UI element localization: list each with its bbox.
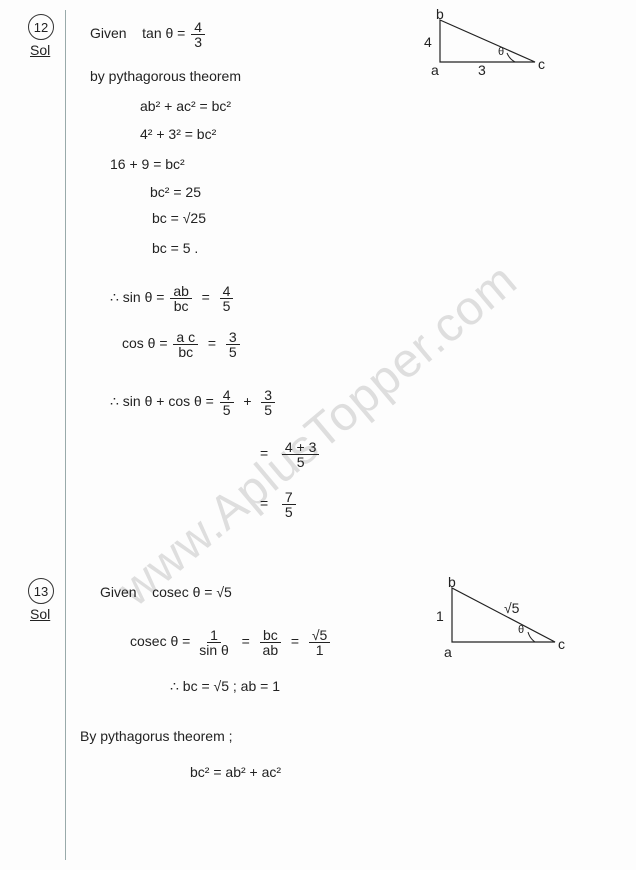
therefore-line: ∴ bc = √5 ; ab = 1 [170,678,280,695]
tri12-c: c [538,56,545,72]
tri12-theta: θ [498,46,504,58]
given-line-13: Given cosec θ = √5 [100,584,232,600]
tri12-side-ac: 3 [478,62,486,78]
eq4: bc² = 25 [150,184,201,200]
eq5: bc = √25 [152,210,206,226]
plus-sign: + [243,393,251,409]
final-frac: 7 5 [282,490,296,519]
eq-sign-3: = [242,633,250,649]
margin-line [65,10,66,860]
cosec-f2: bc ab [260,628,282,657]
sin-frac: ab bc [170,284,192,313]
cos-num: a c [173,330,198,345]
tri13-side-ab: 1 [436,608,444,624]
solution-label-13: Sol [30,606,50,622]
f2-num: bc [260,628,281,643]
sum2-den: 5 [261,403,275,417]
final-num: 7 [282,490,296,505]
sum1-frac: 4 5 [220,388,234,417]
cos-den: bc [175,345,196,359]
f3-num: √5 [309,628,330,643]
combined-den: 5 [294,455,308,469]
sin-num: ab [170,284,192,299]
eq6: bc = 5 . [152,240,198,256]
eq-sign-1: = [260,445,268,461]
eq-sign-2: = [260,495,268,511]
sum-lhs: ∴ sin θ + cos θ = [110,393,214,409]
cos-frac: a c bc [173,330,198,359]
tri13-b: b [448,574,456,590]
cosec-f1: 1 sin θ [196,628,232,657]
question-number-12: 12 [28,14,54,40]
final-den: 5 [282,505,296,519]
final-line: = 7 5 [260,490,298,519]
cosec-f3: √5 1 [309,628,330,657]
combined-num: 4 + 3 [282,440,320,455]
cos-val-den: 5 [226,345,240,359]
sum1-den: 5 [220,403,234,417]
triangle-13-svg [440,580,570,655]
cosec-expand: cosec θ = 1 sin θ = bc ab = √5 1 [130,628,332,657]
triangle-12: b a c 4 3 θ [430,12,550,77]
sin-den: bc [171,299,192,313]
eq2: 4² + 3² = bc² [140,126,216,142]
sum2-num: 3 [261,388,275,403]
combined-frac: 4 + 3 5 [282,440,320,469]
given-label-13: Given [100,584,137,600]
f3-den: 1 [313,643,327,657]
tan-eq: tan θ = [142,25,185,41]
sin-val-num: 4 [220,284,234,299]
sum1-num: 4 [220,388,234,403]
combined-line: = 4 + 3 5 [260,440,321,469]
eq-sign-4: = [291,633,299,649]
tri13-theta: θ [518,624,524,636]
tri12-side-ab: 4 [424,34,432,50]
cos-lhs: cos θ = [122,335,168,351]
by-pyth-13: By pythagorus theorem ; [80,728,233,744]
sin-val-den: 5 [220,299,234,313]
tri13-a: a [444,644,452,660]
tan-fraction: 4 3 [191,20,205,49]
eq3: 16 + 9 = bc² [110,156,185,172]
triangle-12-svg [430,12,550,72]
sum-line: ∴ sin θ + cos θ = 4 5 + 3 5 [110,388,277,417]
cos-val-frac: 3 5 [226,330,240,359]
pyth-eq-13: bc² = ab² + ac² [190,764,281,780]
f2-den: ab [260,643,282,657]
question-number-13: 13 [28,578,54,604]
cosec-eq: cosec θ = √5 [152,584,232,600]
given-label: Given [90,25,127,41]
f1-den: sin θ [196,643,232,657]
given-line-12: Given tan θ = 4 3 [90,20,207,49]
sin-lhs: ∴ sin θ = [110,289,164,305]
cos-val-num: 3 [226,330,240,345]
sum2-frac: 3 5 [261,388,275,417]
tan-den: 3 [191,35,205,49]
solution-label-12: Sol [30,42,50,58]
page: www.AplusTopper.com 12 Sol Given tan θ =… [0,0,636,870]
tri13-c: c [558,636,565,652]
triangle-13: b a c 1 √5 θ [440,580,570,660]
tri12-b: b [436,6,444,22]
eq1: ab² + ac² = bc² [140,98,231,114]
tri13-side-bc: √5 [504,600,519,616]
sin-line: ∴ sin θ = ab bc = 4 5 [110,284,235,313]
cos-line: cos θ = a c bc = 3 5 [122,330,242,359]
tri12-a: a [431,62,439,78]
by-pyth-12: by pythagorous theorem [90,68,241,84]
f1-num: 1 [207,628,221,643]
sin-val-frac: 4 5 [220,284,234,313]
tan-num: 4 [191,20,205,35]
cosec-lhs: cosec θ = [130,633,190,649]
